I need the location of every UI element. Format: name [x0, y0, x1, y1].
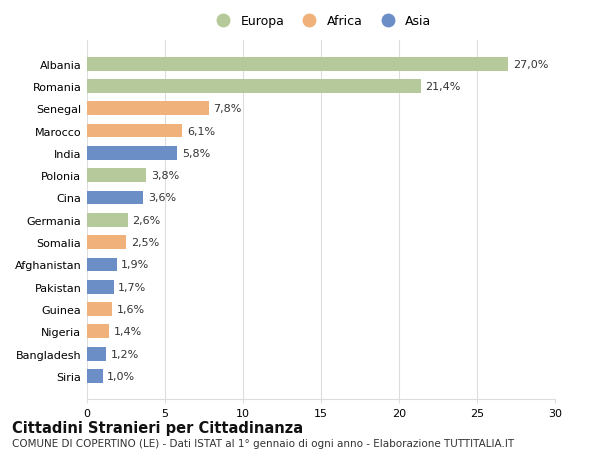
Bar	[87, 325, 109, 339]
Bar	[87, 347, 106, 361]
Bar	[87, 191, 143, 205]
Bar	[87, 146, 178, 161]
Text: 5,8%: 5,8%	[182, 149, 211, 158]
Text: 6,1%: 6,1%	[187, 126, 215, 136]
Bar	[87, 280, 113, 294]
Text: 2,5%: 2,5%	[131, 238, 159, 247]
Bar	[87, 57, 508, 72]
Text: 3,6%: 3,6%	[148, 193, 176, 203]
Bar	[87, 124, 182, 138]
Text: 1,2%: 1,2%	[110, 349, 139, 359]
Bar	[87, 169, 146, 183]
Bar	[87, 302, 112, 316]
Bar	[87, 369, 103, 383]
Bar	[87, 213, 128, 227]
Text: COMUNE DI COPERTINO (LE) - Dati ISTAT al 1° gennaio di ogni anno - Elaborazione : COMUNE DI COPERTINO (LE) - Dati ISTAT al…	[12, 438, 514, 448]
Text: 1,4%: 1,4%	[113, 327, 142, 336]
Text: 2,6%: 2,6%	[132, 215, 160, 225]
Text: 21,4%: 21,4%	[425, 82, 461, 92]
Text: 3,8%: 3,8%	[151, 171, 179, 181]
Bar	[87, 80, 421, 94]
Text: 1,7%: 1,7%	[118, 282, 146, 292]
Text: 1,6%: 1,6%	[116, 304, 145, 314]
Bar	[87, 258, 116, 272]
Text: Cittadini Stranieri per Cittadinanza: Cittadini Stranieri per Cittadinanza	[12, 420, 303, 435]
Text: 1,0%: 1,0%	[107, 371, 136, 381]
Text: 7,8%: 7,8%	[214, 104, 242, 114]
Bar	[87, 102, 209, 116]
Text: 27,0%: 27,0%	[513, 60, 548, 69]
Legend: Europa, Africa, Asia: Europa, Africa, Asia	[211, 15, 431, 28]
Bar	[87, 235, 126, 250]
Text: 1,9%: 1,9%	[121, 260, 149, 270]
